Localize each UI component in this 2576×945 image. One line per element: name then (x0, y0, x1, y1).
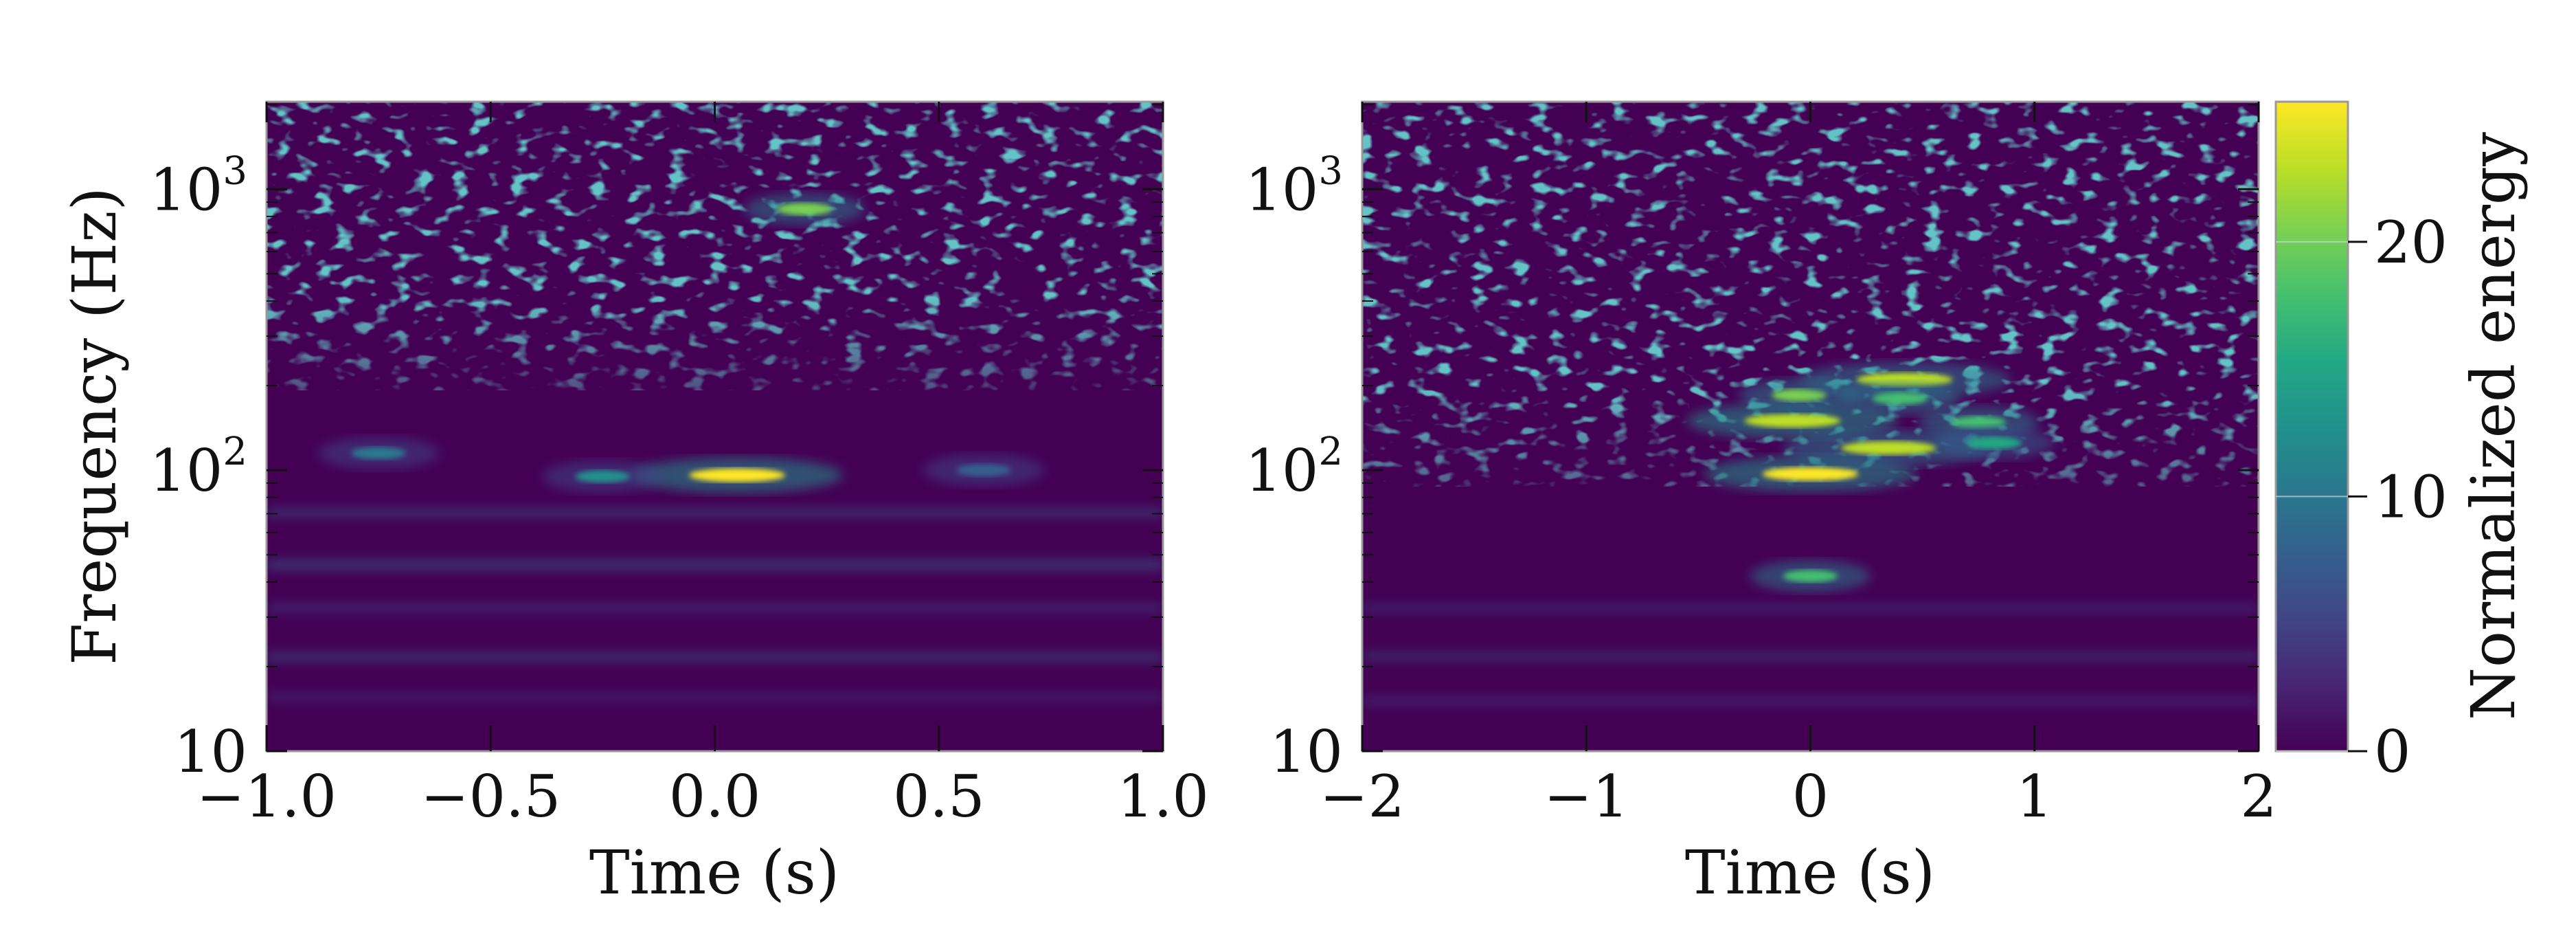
colorbar-tick-label: 20 (2374, 209, 2448, 276)
left-xtick-label: 0.5 (893, 763, 985, 830)
left-ytick-label: 103 (149, 148, 247, 223)
left-ytick-label: 102 (149, 430, 247, 504)
colorbar-tick-label: 0 (2374, 718, 2410, 786)
right-feature (1772, 388, 1827, 401)
right-xlabel: Time (s) (1685, 837, 1935, 908)
left-xtick-label: −1.0 (196, 763, 337, 830)
colorbar: 0 10 20 Normalized energy (2274, 100, 2529, 786)
colorbar-tick-label: 10 (2374, 463, 2448, 531)
right-ytick-label: 102 (1245, 430, 1343, 504)
right-feature (1840, 441, 1937, 455)
right-heatmap-image (1362, 102, 2259, 751)
right-xtick-label: 2 (2240, 763, 2276, 830)
right-axes: −2 −1 0 1 2 10 102 103 (1245, 102, 2277, 830)
right-feature-marks (1686, 362, 2055, 592)
colorbar-ticks: 0 10 20 (2276, 209, 2448, 786)
right-feature (1967, 436, 2022, 449)
right-xtick-label: −1 (1544, 763, 1629, 830)
right-feature (1873, 392, 1928, 405)
right-xtick-label: 1 (2016, 763, 2053, 830)
left-xlabel: Time (s) (589, 837, 839, 908)
left-xtick-label: 0.0 (669, 763, 761, 830)
left-feature (575, 470, 631, 483)
right-feature (1762, 467, 1859, 481)
left-xtick-label: 1.0 (1117, 763, 1209, 830)
left-ylabel: Frequency (Hz) (59, 187, 130, 665)
left-xtick-label: −0.5 (420, 763, 561, 830)
left-ytick-label: 10 (174, 718, 247, 786)
left-feature-marks (318, 192, 1044, 493)
right-xtick-label: −2 (1320, 763, 1405, 830)
left-feature (956, 464, 1011, 477)
left-feature (689, 468, 786, 482)
right-xtick-label: 0 (1792, 763, 1829, 830)
left-spectrogram-panel: −1.0 −0.5 0.0 0.5 1.0 10 102 103 Frequency (Hz)… (59, 100, 1209, 908)
right-ytick-label: 103 (1245, 148, 1343, 223)
left-feature (777, 203, 832, 216)
right-spectrogram-panel: −2 −1 0 1 2 10 102 103 Time (s) (1245, 100, 2277, 908)
right-feature (1783, 570, 1838, 583)
right-feature (1744, 414, 1841, 428)
colorbar-label: Normalized energy (2458, 132, 2529, 720)
right-feature (1951, 416, 2007, 429)
left-axes: −1.0 −0.5 0.0 0.5 1.0 10 102 103 (149, 102, 1209, 830)
colorbar-gradient (2276, 102, 2348, 751)
left-feature (351, 447, 407, 460)
right-ytick-label: 10 (1269, 718, 1343, 786)
left-heatmap-image (267, 102, 1163, 751)
right-feature (1856, 373, 1953, 387)
